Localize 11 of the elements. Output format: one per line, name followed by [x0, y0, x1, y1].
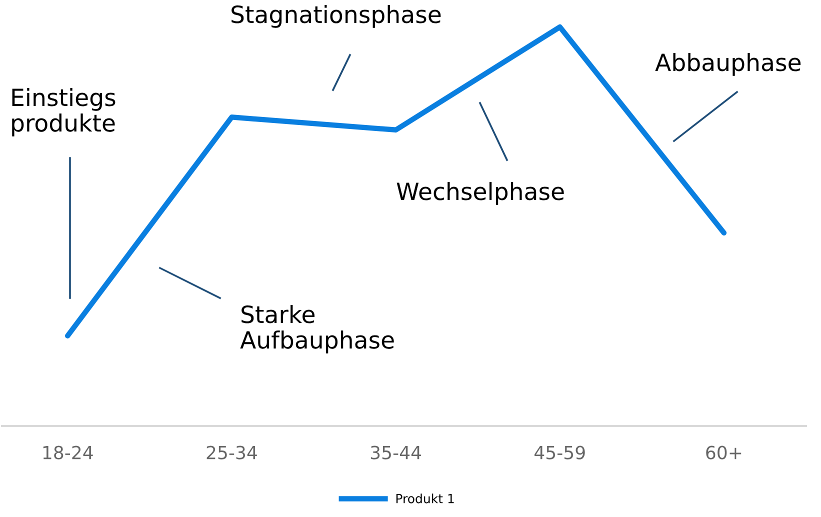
- annotation: Einstiegs produkte: [12, 88, 116, 136]
- x-tick-label: 60+: [706, 446, 742, 460]
- legend-label: Produkt 1: [396, 494, 454, 504]
- x-tick-label: 35-44: [370, 446, 422, 460]
- x-tick-label: 18-24: [43, 446, 93, 460]
- annotation: Wechselphase: [396, 182, 564, 205]
- annotation: Stagnationsphase: [232, 5, 441, 28]
- annotation: Starke Aufbauphase: [240, 305, 394, 354]
- x-tick-label: 45-59: [534, 446, 585, 460]
- annotation: Abbauphase: [655, 53, 801, 76]
- x-tick-label: 25-34: [206, 446, 257, 460]
